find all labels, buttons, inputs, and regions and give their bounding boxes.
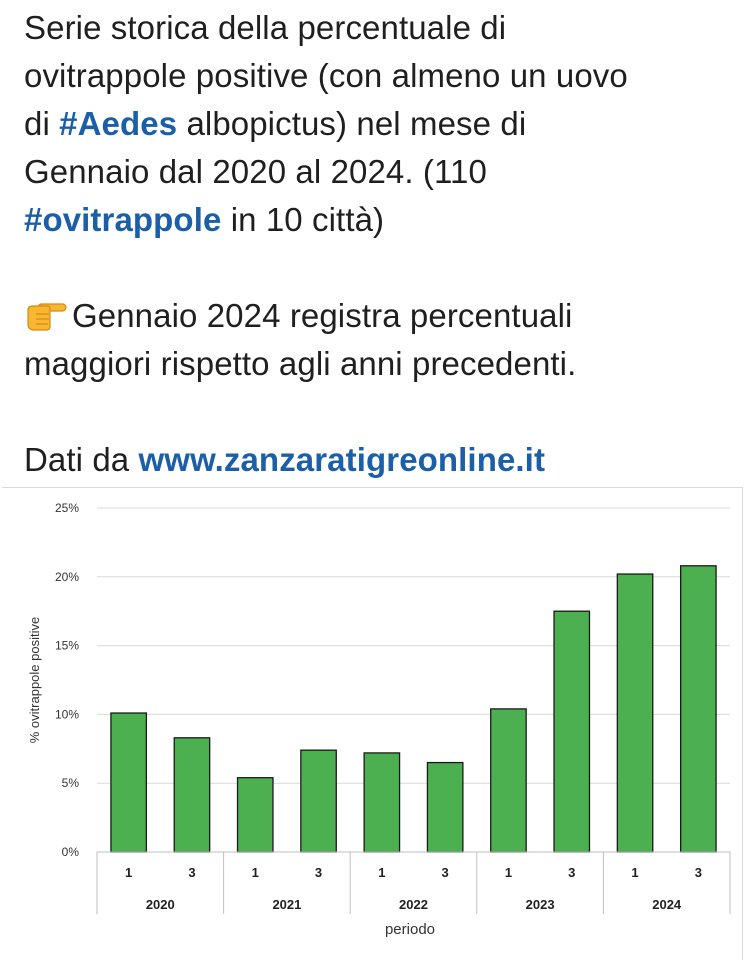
post-note-line: Gennaio 2024 registra percentuali [24,292,739,340]
post-note-line: maggiori rispetto agli anni precedenti. [24,340,739,388]
hashtag-ovitrappole[interactable]: #ovitrappole [24,201,222,238]
bar [679,565,717,853]
x-group-label: 2020 [146,897,175,912]
bar [490,708,527,853]
y-tick-label: 5% [62,776,80,790]
post-title-line: Serie storica della percentuale di [24,4,739,52]
post-source-line: Dati da www.zanzaratigreonline.it [24,436,739,484]
post-title-line: #ovitrappole in 10 città) [24,196,739,244]
x-tick-label: 1 [125,865,132,880]
y-tick-label: 15% [55,639,79,653]
x-tick-label: 1 [505,865,512,880]
bar [426,761,464,853]
x-tick-label: 1 [631,865,638,880]
chart-bars [110,565,717,853]
post-title-line4: Gennaio dal 2020 al 2024. (110 [24,153,487,190]
bar [363,752,401,853]
x-tick-label: 3 [695,865,702,880]
post-title-line2: ovitrappole positive (con almeno un uovo [24,57,628,94]
bar [616,573,654,853]
post-title-line5-post: in 10 città) [221,201,385,238]
y-tick-label: 10% [55,707,79,721]
post-note-line1: Gennaio 2024 registra percentuali [72,297,573,334]
chart-container: 0% 5% 10% 15% 20% 25% 1 3 1 3 1 3 1 3 1 3 2020 2021 2022 2… [2,487,743,960]
x-tick-label: 3 [568,865,575,880]
bar [553,610,591,853]
x-group-label: 2024 [652,897,682,912]
x-axis-label: periodo [385,921,435,938]
bar [300,749,337,853]
y-axis-label: % ovitrappole positive [27,617,42,743]
paragraph-gap [24,388,739,436]
bar [173,737,211,853]
y-tick-label: 0% [62,845,80,859]
bar [236,777,274,853]
x-axis: 1 3 1 3 1 3 1 3 1 3 2020 2021 2022 2023 2024 [96,851,731,914]
post-title-line: ovitrappole positive (con almeno un uovo [24,52,739,100]
post-title-line3-pre: di [24,105,60,142]
post-title-line: di #Aedes albopictus) nel mese di [24,100,739,148]
x-tick-label: 1 [252,865,259,880]
x-tick-label: 1 [378,865,385,880]
bar [110,712,148,853]
post-title-line3-post: albopictus) nel mese di [177,105,527,142]
bar-chart: 0% 5% 10% 15% 20% 25% 1 3 1 3 1 3 1 3 1 3 2020 2021 2022 2… [27,501,731,938]
x-group-label: 2023 [526,897,555,912]
x-tick-label: 3 [188,865,195,880]
post-note-line2: maggiori rispetto agli anni precedenti. [24,345,577,382]
post-text: Serie storica della percentuale di ovitr… [24,4,739,484]
source-link[interactable]: www.zanzaratigreonline.it [138,441,546,478]
post-title-line: Gennaio dal 2020 al 2024. (110 [24,148,739,196]
x-tick-label: 3 [442,865,449,880]
source-label: Dati da [24,441,139,478]
y-tick-label: 20% [55,570,79,584]
hashtag-aedes[interactable]: #Aedes [59,105,178,142]
x-group-label: 2022 [399,897,428,912]
x-group-label: 2021 [272,897,301,912]
post-title-line1: Serie storica della percentuale di [24,9,507,46]
paragraph-gap [24,244,739,292]
y-axis-ticks: 0% 5% 10% 15% 20% 25% [55,501,79,859]
pointing-hand-icon [24,297,68,331]
y-tick-label: 25% [55,501,79,515]
x-tick-label: 3 [315,865,322,880]
